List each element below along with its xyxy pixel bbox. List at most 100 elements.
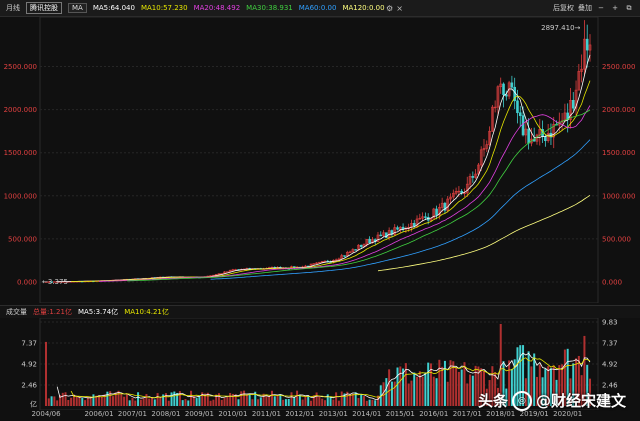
candle-body (502, 83, 505, 96)
volume-bar (477, 366, 480, 406)
volume-total: 总量:1.21亿 (33, 308, 72, 316)
volume-bar (290, 392, 293, 406)
volume-bar (162, 394, 165, 406)
volume-bar (432, 376, 435, 406)
volume-bar (95, 395, 98, 406)
volume-bar (190, 390, 193, 406)
candle-body (312, 263, 316, 265)
volume-title: 成交量 (6, 308, 27, 316)
candle-body (50, 281, 53, 283)
volume-bar (139, 399, 142, 406)
volume-bar (382, 382, 385, 406)
volume-bar (482, 370, 485, 406)
overlay-button[interactable]: 叠加 (578, 4, 592, 12)
volume-bar (159, 397, 162, 406)
volume-bar (418, 371, 421, 406)
volume-bar (541, 377, 544, 406)
candle-body (412, 222, 416, 227)
minus-icon[interactable]: − (598, 4, 604, 12)
volume-bar (206, 392, 209, 406)
candle-body (343, 255, 346, 257)
watermark: 头条 ◎ @财经宋建文 (478, 390, 626, 411)
ma30-line (126, 109, 591, 282)
volume-bar (134, 400, 137, 406)
candle-body (435, 208, 438, 216)
volume-bar (178, 391, 181, 406)
volume-bar (78, 397, 81, 406)
volume-bar (502, 361, 505, 406)
candle-body (482, 148, 486, 151)
adjust-button[interactable]: 后复权 (553, 4, 574, 12)
volume-bar (167, 400, 170, 406)
candle-body (569, 99, 572, 120)
ma20-line (99, 105, 591, 282)
volume-bar (64, 392, 67, 406)
close-icon[interactable]: × (396, 3, 403, 13)
ma120-legend: MA120:0.00 (342, 4, 385, 12)
volume-bar (47, 398, 50, 406)
candle-body (226, 271, 229, 273)
volume-bar (402, 368, 405, 406)
volume-bar (455, 367, 458, 406)
restore-icon[interactable]: ⧉ (626, 3, 632, 12)
volume-axis-left-label: 4.92 (21, 360, 37, 368)
period-label[interactable]: 月线 (6, 4, 20, 12)
candle-body (457, 190, 461, 193)
stock-name[interactable]: 腾讯控股 (26, 2, 62, 14)
volume-bar (555, 379, 558, 406)
x-axis-label: 2018/01 (486, 410, 516, 418)
volume-bar (304, 395, 307, 406)
volume-bar (287, 398, 290, 406)
volume-bar (471, 375, 474, 406)
price-chart[interactable]: 2500.000 2500.000 2000.000 2000.000 1500.000… (0, 17, 640, 303)
candle-body (585, 38, 589, 51)
volume-bar (499, 323, 502, 406)
candle-body (452, 192, 455, 198)
volume-bar (421, 376, 424, 406)
volume-bar (86, 397, 89, 406)
volume-bar (552, 365, 555, 406)
candle-body (552, 123, 556, 138)
price-axis-right-label: 1000.000 (602, 192, 635, 200)
indicator-selector[interactable]: MA (68, 3, 87, 13)
volume-bar (310, 400, 313, 406)
plus-icon[interactable]: + (612, 4, 618, 12)
volume-chart[interactable]: 9.83 7.37 4.92 2.46 7.37 4.92 2.46 亿 (0, 318, 640, 410)
candle-body (443, 202, 447, 211)
volume-bar (181, 400, 184, 406)
volume-bar (558, 365, 561, 406)
watermark-icon: ◎ (511, 390, 532, 411)
volume-bar (125, 394, 128, 406)
x-axis-label: 2013/01 (318, 410, 348, 418)
candle-body (398, 226, 402, 230)
settings-icon[interactable]: ⚙ (385, 3, 394, 13)
volume-bar (368, 399, 371, 406)
candle-body (580, 68, 583, 72)
volume-axis-right-label: 9.83 (602, 319, 618, 327)
volume-bar (407, 383, 410, 406)
volume-bar (72, 394, 75, 406)
candle-body (368, 238, 371, 244)
volume-bar (245, 394, 248, 406)
volume-bar (404, 363, 407, 406)
ma20-legend: MA20:48.492 (193, 4, 241, 12)
volume-bar (148, 398, 151, 406)
candle-body (47, 281, 51, 283)
volume-bar (312, 395, 315, 406)
candle-body (507, 82, 511, 97)
volume-bar (374, 400, 377, 406)
volume-bar (279, 394, 282, 406)
volume-bar (399, 366, 402, 406)
volume-bar (164, 393, 167, 406)
x-axis-label: 2009/01 (184, 410, 214, 418)
candle-body (318, 261, 321, 264)
x-axis-label: 2014/01 (352, 410, 382, 418)
candle-body (491, 106, 494, 132)
price-axis-right-label: 500.000 (602, 235, 631, 243)
volume-bar (446, 381, 449, 406)
volume-bar (67, 400, 70, 406)
volume-bar (251, 399, 254, 406)
volume-bar (204, 393, 207, 406)
candle-body (505, 94, 508, 97)
volume-axis-right-label: 7.37 (602, 340, 618, 348)
